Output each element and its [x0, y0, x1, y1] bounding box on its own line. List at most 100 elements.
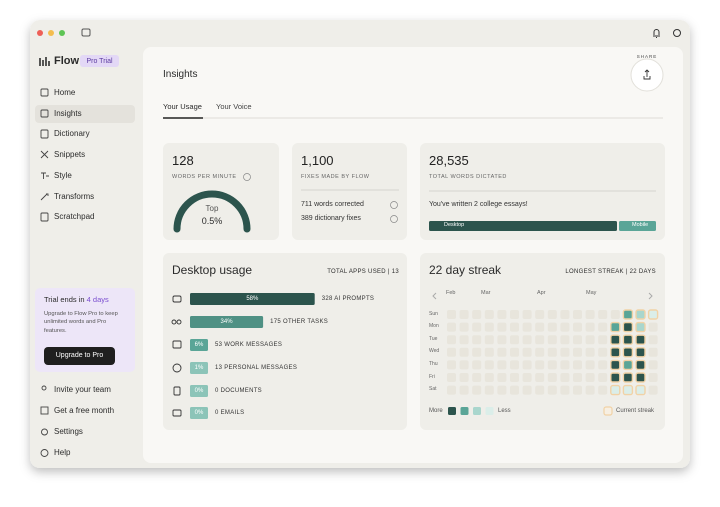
heatmap-cell [635, 309, 646, 320]
info-icon[interactable] [390, 215, 398, 223]
heatmap-cell [535, 335, 545, 345]
gauge-top: Top [205, 204, 219, 213]
heatmap-cell [598, 385, 608, 395]
device-label: Desktop [444, 222, 465, 228]
heatmap-cell [622, 321, 634, 333]
heatmap-cell [647, 309, 659, 320]
nav-item[interactable]: Settings [54, 427, 83, 436]
heatmap-cell [610, 334, 621, 345]
nav-item[interactable]: Get a free month [54, 406, 115, 415]
nav-icons [40, 88, 49, 457]
heatmap-cell [648, 373, 658, 382]
usage-bar [190, 316, 264, 328]
heatmap-cell [484, 310, 494, 319]
minimize-button[interactable] [48, 30, 54, 36]
heatmap-cell [510, 360, 519, 370]
device-label: Mobile [632, 222, 649, 228]
legend-swatch [603, 406, 613, 416]
heatmap-cell [610, 384, 621, 396]
heatmap-cell [547, 322, 557, 332]
stat-value: 28,535 [429, 153, 469, 168]
tab[interactable]: Your Usage [163, 102, 202, 111]
trial-prefix: Trial ends in [44, 295, 85, 304]
heatmap-cell [573, 347, 582, 357]
usage-label: 175 OTHER TASKS [270, 319, 329, 325]
nav-item[interactable]: Snippets [54, 150, 86, 159]
heatmap-cell [560, 347, 570, 357]
tab[interactable]: Your Voice [216, 102, 252, 111]
nav-selected-bg [35, 105, 135, 123]
day-label: Sat [429, 386, 437, 393]
day-label: Wed [429, 348, 440, 355]
heatmap-cell [648, 335, 658, 345]
heatmap-cell [472, 360, 482, 370]
nav-item[interactable]: Dictionary [54, 129, 90, 138]
heatmap-cell [522, 310, 532, 319]
heatmap-cell [522, 373, 532, 382]
heatmap-cell [598, 347, 608, 357]
heatmap-cell [484, 385, 494, 395]
heatmap-cell [459, 385, 469, 395]
legend-swatch [485, 407, 494, 415]
heatmap-cell [522, 385, 532, 395]
upgrade-button[interactable] [44, 347, 115, 365]
nav-item[interactable]: Help [54, 448, 71, 457]
trial-description: Upgrade to Flow Pro to keep unlimited wo… [44, 311, 118, 334]
heatmap-cell [472, 373, 482, 382]
heatmap-cell [547, 310, 557, 319]
heatmap-cell [484, 347, 494, 357]
heatmap-cell [472, 322, 482, 332]
nav-item[interactable]: Style [54, 171, 72, 180]
heatmap-cell [484, 322, 494, 332]
profile-icon[interactable] [673, 29, 681, 37]
nav-item[interactable]: Scratchpad [54, 212, 95, 221]
info-icon[interactable] [390, 201, 398, 209]
heatmap-cell [459, 360, 469, 370]
card-title: 22 day streak [429, 263, 502, 277]
card [292, 143, 407, 240]
nav-item[interactable]: Transforms [54, 192, 95, 201]
zoom-button[interactable] [59, 30, 65, 36]
card-summary: TOTAL APPS USED | 13 [327, 269, 399, 275]
heatmap-cell [585, 322, 595, 332]
sidebar-toggle[interactable] [81, 28, 91, 37]
heatmap-cell [497, 322, 507, 332]
heatmap-cell [635, 334, 646, 345]
desktop-bar [429, 221, 617, 231]
usage-bar [190, 339, 208, 351]
heatmap-cell [560, 335, 570, 345]
heatmap-cell [497, 335, 507, 345]
heatmap-cell [635, 359, 646, 371]
usage-share: 0% [194, 388, 204, 394]
heatmap-cell [635, 384, 646, 396]
legend-swatch [460, 407, 469, 415]
usage-share: 58% [246, 296, 259, 302]
month-arrows[interactable] [432, 292, 653, 300]
nav-item[interactable]: Insights [54, 109, 82, 118]
nav-item[interactable]: Invite your team [54, 385, 111, 394]
brand: Flow [54, 55, 80, 67]
upgrade-label[interactable]: Upgrade to Pro [55, 352, 104, 359]
usage-label: 328 AI PROMPTS [321, 296, 375, 302]
heatmap-cell [447, 310, 456, 319]
heatmap-cell [622, 309, 634, 320]
heatmap-cell [547, 347, 557, 357]
heatmap-cell [497, 310, 507, 319]
heatmap-cell [447, 385, 456, 395]
close-button[interactable] [37, 30, 43, 36]
fix-line: 711 words corrected [301, 201, 364, 208]
heatmap-cell [497, 347, 507, 357]
usage-share: 34% [220, 319, 233, 325]
heatmap-cell [535, 373, 545, 382]
usage-share: 6% [194, 342, 204, 348]
heatmap-cell [610, 310, 620, 319]
card-title: Desktop usage [172, 263, 253, 277]
logo [39, 57, 50, 66]
heatmap-cell [560, 310, 570, 319]
heatmap-cell [598, 360, 608, 370]
heatmap-cell [585, 360, 595, 370]
info-icon[interactable] [243, 173, 251, 181]
bell-icon[interactable] [653, 29, 660, 38]
nav-item[interactable]: Home [54, 88, 76, 97]
